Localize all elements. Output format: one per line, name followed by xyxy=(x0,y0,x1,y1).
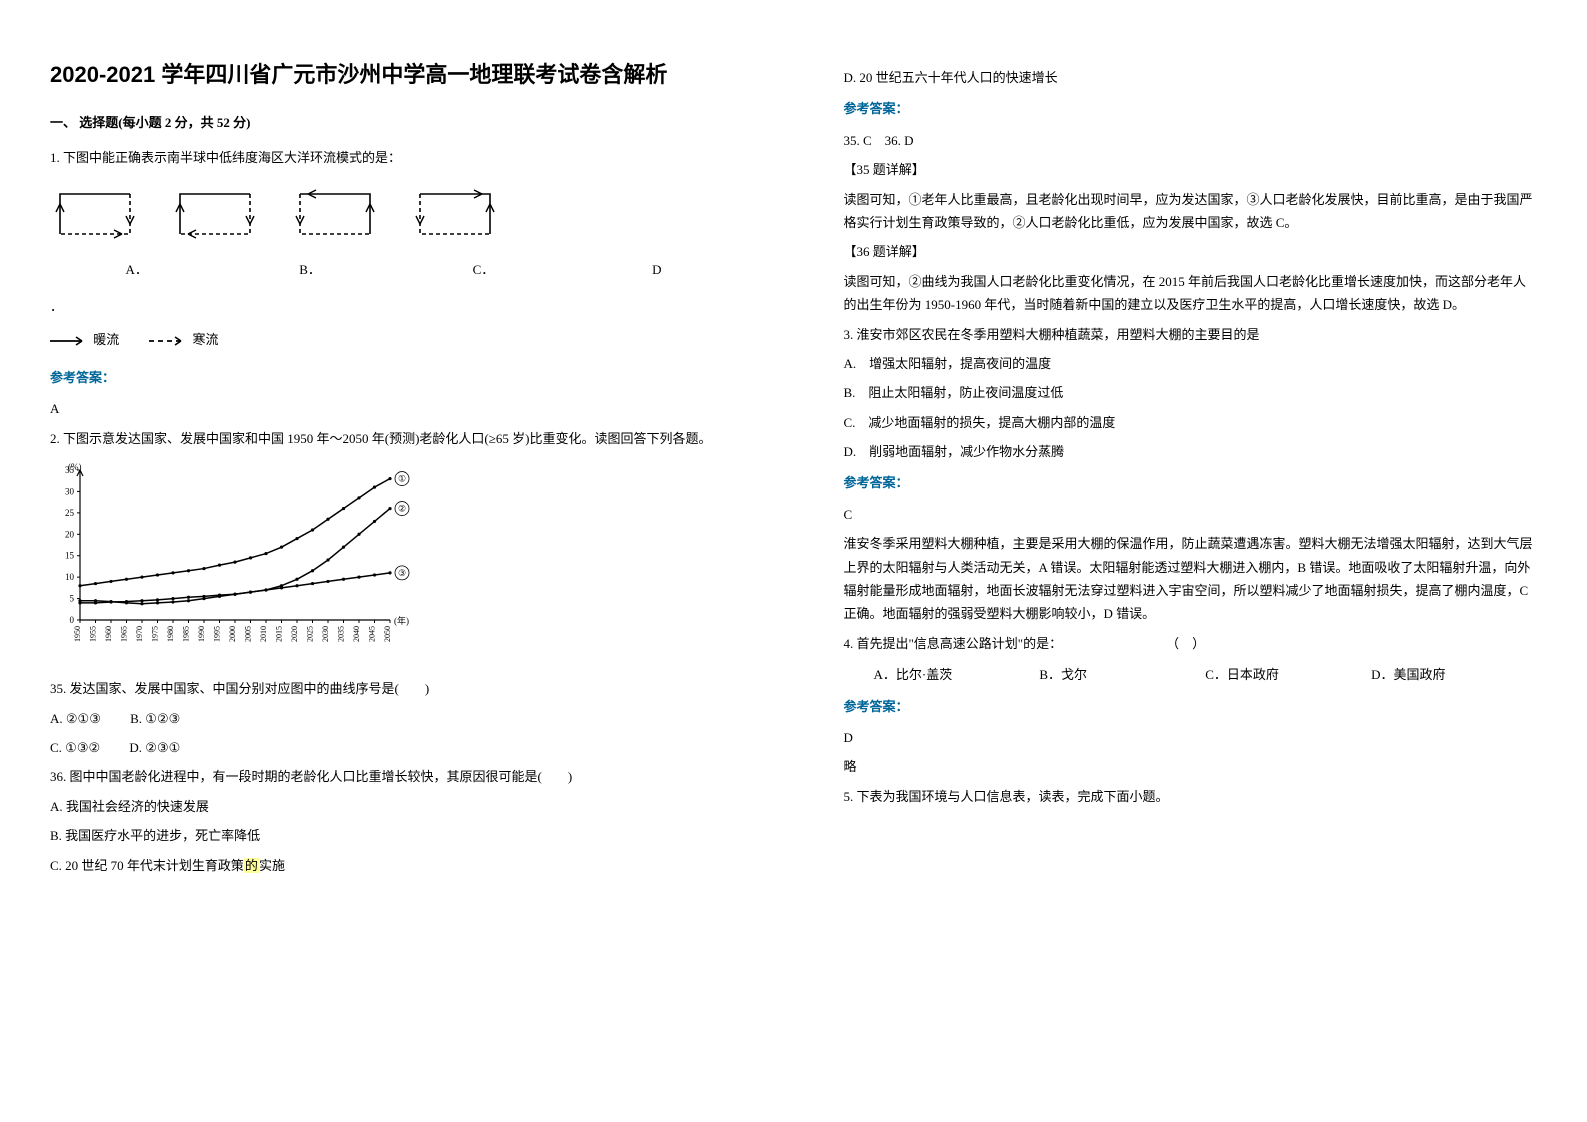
label-a: A． xyxy=(50,258,223,281)
q3-opt-b: B. 阻止太阳辐射，防止夜间温度过低 xyxy=(844,381,1538,404)
svg-text:(%): (%) xyxy=(68,462,82,472)
svg-text:2030: 2030 xyxy=(321,626,330,642)
svg-text:(年): (年) xyxy=(394,615,409,626)
question-4: 4. 首先提出"信息高速公路计划"的是： （ ） xyxy=(844,632,1538,655)
q36-opt-c: C. 20 世纪 70 年代末计划生育政策的实施 xyxy=(50,854,744,877)
q3-opt-a: A. 增强太阳辐射，提高夜间的温度 xyxy=(844,352,1538,375)
svg-text:2035: 2035 xyxy=(337,626,346,642)
svg-text:2025: 2025 xyxy=(306,626,315,642)
svg-text:2000: 2000 xyxy=(228,626,237,642)
q4-opt-a: A．比尔·盖茨 xyxy=(874,663,1040,686)
svg-text:2010: 2010 xyxy=(259,626,268,642)
highlighted-char: 的 xyxy=(244,858,259,873)
exp-35-heading: 【35 题详解】 xyxy=(844,158,1538,181)
question-35: 35. 发达国家、发展中国家、中国分别对应图中的曲线序号是( ) xyxy=(50,677,744,700)
answer-35-36: 35. C 36. D xyxy=(844,129,1538,152)
label-c: C． xyxy=(397,258,570,281)
svg-text:1995: 1995 xyxy=(213,626,222,642)
svg-text:②: ② xyxy=(398,503,406,513)
right-column: D. 20 世纪五六十年代人口的快速增长 参考答案： 35. C 36. D 【… xyxy=(794,0,1587,1122)
svg-text:5: 5 xyxy=(70,593,75,603)
svg-text:10: 10 xyxy=(65,572,75,582)
q35-options-row2: C. ①③② D. ②③① xyxy=(50,736,744,759)
question-36: 36. 图中中国老龄化进程中，有一段时期的老龄化人口比重增长较快，其原因很可能是… xyxy=(50,765,744,788)
diagram-d xyxy=(410,184,500,244)
q4-opt-b: B．戈尔 xyxy=(1039,663,1205,686)
answer-1: A xyxy=(50,397,744,420)
legend-row: 暖流 寒流 xyxy=(50,328,744,351)
svg-text:15: 15 xyxy=(65,551,75,561)
svg-text:0: 0 xyxy=(70,615,75,625)
question-3: 3. 淮安市郊区农民在冬季用塑料大棚种植蔬菜，用塑料大棚的主要目的是 xyxy=(844,323,1538,346)
svg-text:2005: 2005 xyxy=(244,626,253,642)
answer-label-4: 参考答案： xyxy=(844,695,1538,718)
q35-opt-d: D. ②③① xyxy=(129,740,180,755)
trailing-dot: ． xyxy=(50,295,744,318)
q35-opt-a: A. ②①③ xyxy=(50,711,101,726)
diagram-c xyxy=(290,184,380,244)
svg-text:2050: 2050 xyxy=(383,626,392,642)
aging-chart: 05101520253035(%)19501955196019651970197… xyxy=(50,460,744,667)
exam-title: 2020-2021 学年四川省广元市沙州中学高一地理联考试卷含解析 xyxy=(50,60,744,91)
answer-label-35-36: 参考答案： xyxy=(844,97,1538,120)
svg-text:1955: 1955 xyxy=(89,626,98,642)
exp-3-body: 淮安冬季采用塑料大棚种植，主要是采用大棚的保温作用，防止蔬菜遭遇冻害。塑料大棚无… xyxy=(844,532,1538,626)
q4-opt-d: D．美国政府 xyxy=(1371,663,1537,686)
answer-4-note: 略 xyxy=(844,755,1538,778)
svg-text:1985: 1985 xyxy=(182,626,191,642)
svg-text:1965: 1965 xyxy=(120,626,129,642)
left-column: 2020-2021 学年四川省广元市沙州中学高一地理联考试卷含解析 一、 选择题… xyxy=(0,0,794,1122)
svg-text:2040: 2040 xyxy=(352,626,361,642)
exp-35-body: 读图可知，①老年人比重最高，且老龄化出现时间早，应为发达国家，③人口老龄化发展快… xyxy=(844,188,1538,235)
answer-4: D xyxy=(844,726,1538,749)
q3-opt-d: D. 削弱地面辐射，减少作物水分蒸腾 xyxy=(844,440,1538,463)
diagram-labels-row: A． B． C． D xyxy=(50,258,744,281)
q36-opt-a: A. 我国社会经济的快速发展 xyxy=(50,795,744,818)
svg-text:2045: 2045 xyxy=(368,626,377,642)
current-diagrams-row xyxy=(50,184,744,244)
svg-text:1950: 1950 xyxy=(73,626,82,642)
q36-opt-d: D. 20 世纪五六十年代人口的快速增长 xyxy=(844,66,1538,89)
svg-text:25: 25 xyxy=(65,508,75,518)
label-d: D xyxy=(570,258,743,281)
label-b: B． xyxy=(223,258,396,281)
question-1: 1. 下图中能正确表示南半球中低纬度海区大洋环流模式的是： xyxy=(50,146,744,169)
q4-options: A．比尔·盖茨 B．戈尔 C．日本政府 D．美国政府 xyxy=(844,663,1538,686)
answer-label-3: 参考答案： xyxy=(844,471,1538,494)
question-5: 5. 下表为我国环境与人口信息表，读表，完成下面小题。 xyxy=(844,785,1538,808)
q35-options-row1: A. ②①③ B. ①②③ xyxy=(50,707,744,730)
svg-text:1970: 1970 xyxy=(135,626,144,642)
svg-text:20: 20 xyxy=(65,529,75,539)
answer-label-1: 参考答案： xyxy=(50,366,744,389)
svg-text:①: ① xyxy=(398,473,406,483)
q35-opt-b: B. ①②③ xyxy=(130,711,180,726)
svg-text:1990: 1990 xyxy=(197,626,206,642)
diagram-a xyxy=(50,184,140,244)
answer-3: C xyxy=(844,503,1538,526)
svg-text:2020: 2020 xyxy=(290,626,299,642)
question-2: 2. 下图示意发达国家、发展中国家和中国 1950 年～2050 年(预测)老龄… xyxy=(50,427,744,450)
exp-36-heading: 【36 题详解】 xyxy=(844,240,1538,263)
exp-36-body: 读图可知，②曲线为我国人口老龄化比重变化情况，在 2015 年前后我国人口老龄化… xyxy=(844,270,1538,317)
svg-text:1975: 1975 xyxy=(151,626,160,642)
svg-text:30: 30 xyxy=(65,486,75,496)
legend-warm: 暖流 xyxy=(50,328,119,351)
svg-text:③: ③ xyxy=(398,568,406,578)
q3-opt-c: C. 减少地面辐射的损失，提高大棚内部的温度 xyxy=(844,411,1538,434)
svg-text:2015: 2015 xyxy=(275,626,284,642)
q36-opt-b: B. 我国医疗水平的进步，死亡率降低 xyxy=(50,824,744,847)
legend-cold: 寒流 xyxy=(149,328,218,351)
q4-opt-c: C．日本政府 xyxy=(1205,663,1371,686)
diagram-b xyxy=(170,184,260,244)
svg-text:1960: 1960 xyxy=(104,626,113,642)
section-heading: 一、 选择题(每小题 2 分，共 52 分) xyxy=(50,111,744,134)
svg-text:1980: 1980 xyxy=(166,626,175,642)
q35-opt-c: C. ①③② xyxy=(50,740,100,755)
